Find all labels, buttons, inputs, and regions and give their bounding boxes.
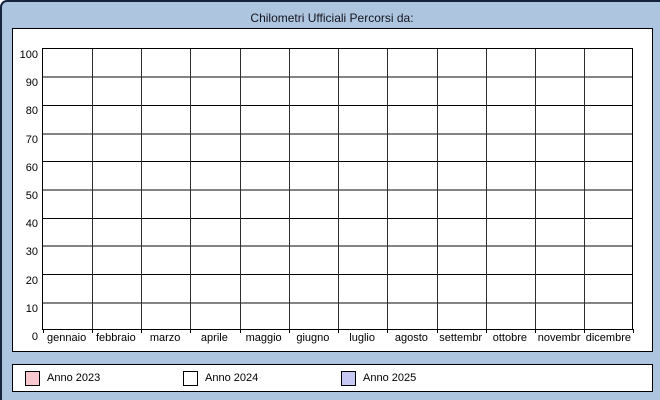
legend-label-anno-2024: Anno 2024 (205, 372, 259, 384)
y-axis-label-30: 30 (25, 246, 38, 259)
chart-panel: 0 10 20 30 40 50 60 70 80 90 100 gennaio febbraio ma… (12, 28, 653, 352)
gridline-y-50 (43, 189, 632, 191)
x-axis-label-aprile: aprile (200, 332, 228, 344)
y-axis-label-100: 100 (19, 49, 38, 61)
gridline-y-70 (43, 132, 632, 135)
x-axis-tick-3 (190, 329, 192, 333)
x-axis-label-marzo: marzo (149, 332, 181, 344)
x-axis-tick-5 (288, 329, 290, 333)
gridline-x-4 (239, 49, 241, 329)
y-axis-labels: 0 10 20 30 40 50 60 70 80 90 100 (14, 48, 40, 348)
x-axis-tick-2 (141, 329, 142, 333)
gridline-y-10 (43, 301, 632, 304)
x-axis-tick-10 (535, 329, 536, 333)
legend-swatch-anno-2023 (25, 370, 40, 386)
x-axis-tick-12 (632, 329, 634, 333)
gridline-x-5 (288, 49, 290, 329)
x-axis-label-gennaio: gennaio (47, 332, 87, 344)
gridline-x-6 (338, 49, 339, 329)
gridline-y-30 (43, 245, 632, 248)
x-axis-tick-4 (239, 329, 241, 333)
x-axis-label-ottobre: ottobre (492, 332, 527, 344)
x-axis-tick-6 (338, 329, 339, 333)
legend-panel: Anno 2023 Anno 2024 Anno 2025 (12, 364, 653, 392)
y-axis-label-0: 0 (31, 331, 38, 343)
y-axis-label-90: 90 (25, 77, 38, 90)
gridline-x-9 (485, 49, 487, 329)
gridline-x-11 (584, 49, 586, 329)
y-axis-label-60: 60 (25, 161, 38, 174)
legend-swatch-anno-2025 (341, 370, 356, 386)
x-axis-label-agosto: agosto (394, 332, 428, 344)
x-axis-tick-0 (42, 329, 44, 333)
x-axis-label-maggio: maggio (245, 332, 282, 344)
x-axis-label-febbraio: febbraio (95, 332, 136, 344)
x-axis-label-dicembre: dicembre (585, 332, 631, 344)
gridline-x-10 (535, 49, 536, 329)
legend-swatch-anno-2024 (183, 370, 198, 386)
chart-title: Chilometri Ufficiali Percorsi da: (250, 11, 414, 25)
legend-label-anno-2025: Anno 2025 (363, 372, 417, 384)
x-axis-label-luglio: luglio (349, 332, 375, 344)
y-axis-label-50: 50 (25, 190, 38, 202)
x-axis-tick-7 (387, 329, 389, 333)
x-axis-label-novembr: novembr (537, 332, 581, 344)
x-axis-tick-11 (584, 329, 586, 333)
x-axis-tick-8 (436, 329, 438, 333)
gridline-x-3 (190, 49, 192, 329)
gridline-x-2 (141, 49, 142, 329)
y-axis-label-80: 80 (25, 105, 38, 118)
gridline-y-20 (43, 274, 632, 276)
gridline-x-7 (387, 49, 389, 329)
plot-area (42, 48, 634, 333)
gridline-x-8 (436, 49, 438, 329)
x-axis-label-settembr: settembr (439, 332, 483, 344)
y-axis-label-20: 20 (25, 274, 38, 287)
gridline-y-80 (43, 104, 632, 106)
x-axis-tick-9 (485, 329, 487, 333)
y-axis-label-70: 70 (25, 133, 38, 146)
legend-entry-anno-2024: Anno 2024 (183, 365, 258, 391)
gridline-x-1 (91, 49, 93, 329)
gridline-y-40 (43, 217, 632, 219)
x-axis-tick-1 (91, 329, 93, 333)
gridline-y-60 (43, 161, 632, 163)
x-axis-label-giugno: giugno (296, 332, 330, 344)
legend-entry-anno-2025: Anno 2025 (341, 365, 416, 391)
legend-label-anno-2023: Anno 2023 (47, 372, 101, 384)
legend-entry-anno-2023: Anno 2023 (25, 365, 100, 391)
x-axis-labels: gennaio febbraio marzo aprile maggio giugno lu… (42, 331, 633, 347)
gridline-y-90 (43, 76, 632, 79)
y-axis-label-40: 40 (25, 218, 38, 231)
y-axis-label-10: 10 (25, 302, 38, 315)
